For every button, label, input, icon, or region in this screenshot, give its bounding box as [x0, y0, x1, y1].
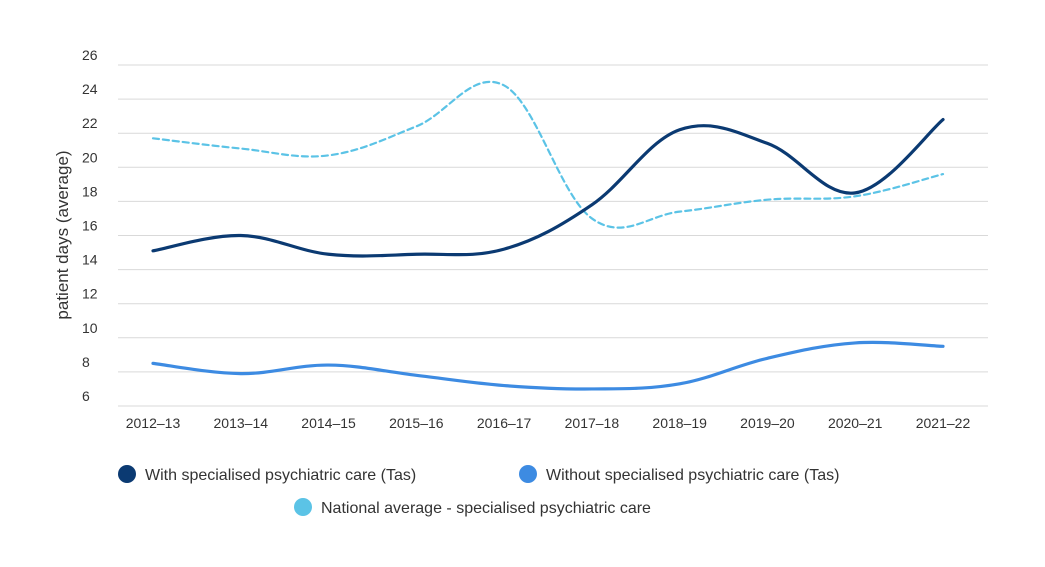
y-tick-label: 20: [82, 149, 98, 165]
x-tick-label: 2015–16: [389, 415, 444, 431]
legend-label-1: Without specialised psychiatric care (Ta…: [546, 467, 839, 484]
y-tick-label: 14: [82, 252, 98, 268]
x-tick-label: 2016–17: [477, 415, 532, 431]
series-line-1: [153, 342, 943, 389]
y-tick-label: 6: [82, 388, 90, 404]
legend-marker-2: [294, 498, 312, 516]
y-tick-label: 18: [82, 183, 98, 199]
y-tick-label: 12: [82, 286, 98, 302]
y-tick-label: 10: [82, 320, 98, 336]
x-tick-label: 2019–20: [740, 415, 795, 431]
y-tick-label: 16: [82, 218, 98, 234]
legend-label-0: With specialised psychiatric care (Tas): [145, 467, 416, 484]
y-tick-label: 8: [82, 354, 90, 370]
y-axis-label: patient days (average): [53, 150, 72, 319]
x-tick-label: 2013–14: [214, 415, 269, 431]
y-axis-ticks: 6 8 10 12 14 16 18 20 22 24 26: [82, 47, 98, 404]
y-tick-label: 24: [82, 81, 98, 97]
legend-marker-0: [118, 465, 136, 483]
x-tick-label: 2012–13: [126, 415, 181, 431]
legend-label-2: National average - specialised psychiatr…: [321, 500, 651, 517]
x-axis-ticks: 2012–13 2013–14 2014–15 2015–16 2016–17 2017–…: [126, 415, 971, 431]
x-tick-label: 2021–22: [916, 415, 971, 431]
x-tick-label: 2014–15: [301, 415, 356, 431]
legend: With specialised psychiatric care (Tas) W…: [118, 465, 839, 517]
x-tick-label: 2018–19: [652, 415, 707, 431]
series-line-2: [153, 82, 943, 228]
x-tick-label: 2020–21: [828, 415, 883, 431]
y-tick-label: 22: [82, 115, 98, 131]
x-tick-label: 2017–18: [565, 415, 620, 431]
y-tick-label: 26: [82, 47, 98, 63]
legend-marker-1: [519, 465, 537, 483]
